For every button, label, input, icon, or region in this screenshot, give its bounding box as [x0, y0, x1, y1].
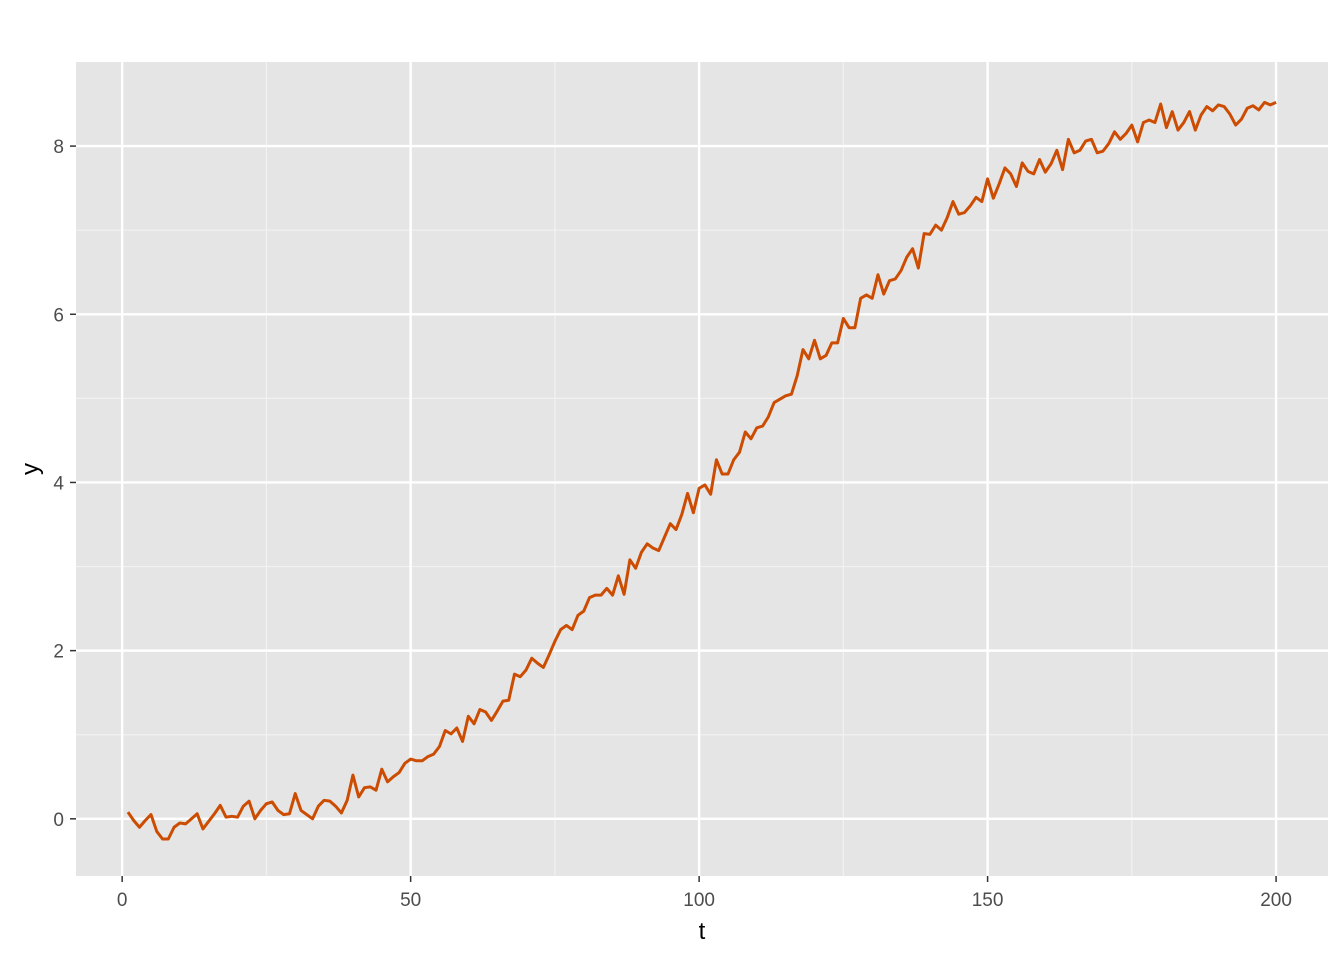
y-tick-label: 6: [53, 305, 64, 326]
x-tick-label: 50: [400, 890, 421, 911]
y-tick-label: 8: [53, 137, 64, 158]
x-tick-label: 150: [972, 890, 1004, 911]
plot-panel: [76, 62, 1328, 876]
y-tick-label: 2: [53, 642, 64, 663]
x-axis-title: t: [699, 918, 706, 945]
minor-grid: [76, 62, 1328, 876]
y-axis-ticks: 0 2 4 6 8: [53, 137, 76, 831]
x-tick-label: 100: [683, 890, 715, 911]
y-tick-label: 0: [53, 810, 64, 831]
x-tick-label: 0: [117, 890, 128, 911]
major-grid: [76, 62, 1328, 876]
y-axis-title: y: [17, 463, 44, 475]
y-tick-label: 4: [53, 473, 64, 494]
x-axis-ticks: 0 50 100 150 200: [117, 876, 1292, 911]
series-line: [126, 100, 1277, 841]
x-tick-label: 200: [1260, 890, 1292, 911]
